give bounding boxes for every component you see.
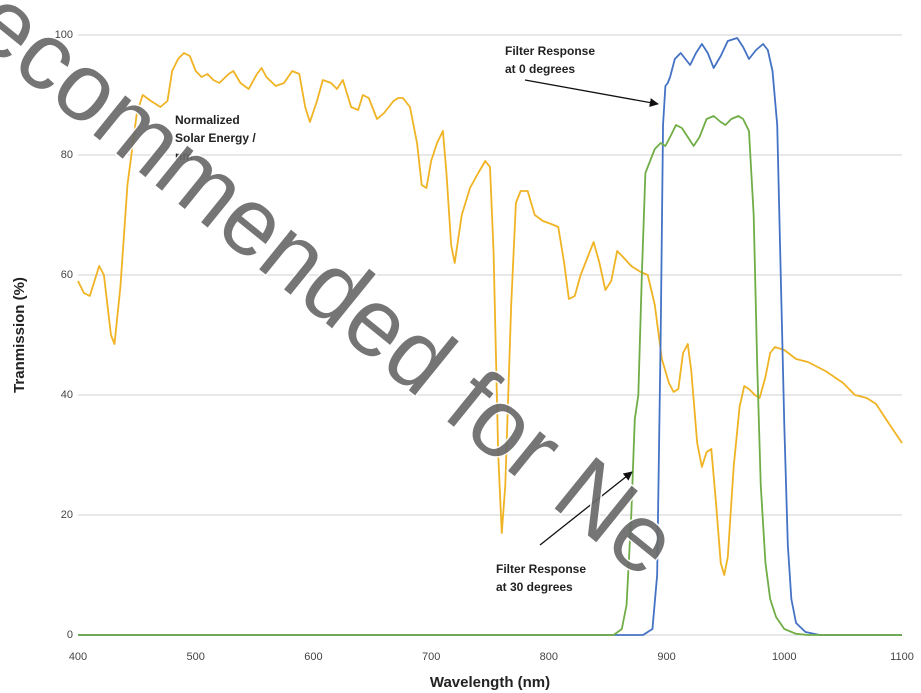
y-axis-label: Tranmission (%): [11, 277, 28, 393]
y-tick-label: 80: [61, 149, 73, 161]
annotation: nm: [175, 149, 193, 163]
x-tick-label: 600: [304, 651, 322, 663]
annotation: at 30 degrees: [496, 580, 573, 594]
y-tick-label: 0: [67, 629, 73, 641]
x-tick-label: 700: [422, 651, 440, 663]
x-axis-label: Wavelength (nm): [430, 674, 550, 691]
y-tick-label: 100: [55, 29, 73, 41]
x-tick-label: 400: [69, 651, 87, 663]
y-tick-label: 20: [61, 509, 73, 521]
x-tick-label: 500: [187, 651, 205, 663]
watermark: Recommended for Ne: [0, 0, 699, 599]
series-line: [78, 37, 902, 636]
annotation: Filter Response: [505, 44, 595, 58]
annotation: Solar Energy /: [175, 131, 256, 145]
arrow: [524, 79, 659, 108]
series-line: [77, 52, 903, 576]
x-tick-label: 1100: [890, 651, 914, 663]
x-tick-label: 800: [540, 651, 558, 663]
x-tick-label: 900: [657, 651, 675, 663]
y-tick-label: 60: [61, 269, 73, 281]
annotation: at 0 degrees: [505, 62, 575, 76]
x-tick-label: 1000: [772, 651, 796, 663]
y-tick-label: 40: [61, 389, 73, 401]
annotation: Filter Response: [496, 562, 586, 576]
arrow: [539, 471, 633, 546]
annotation: Normalized: [175, 113, 240, 127]
series-line: [78, 115, 902, 636]
